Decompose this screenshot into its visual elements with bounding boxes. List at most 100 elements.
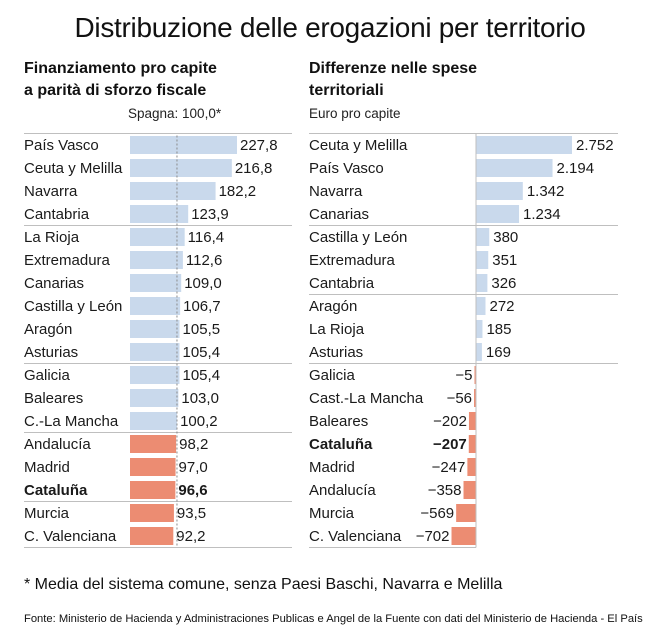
category-label: Cast.-La Mancha <box>309 390 424 407</box>
value-label: 105,4 <box>183 367 221 384</box>
source-note: Fonte: Ministerio de Hacienda y Administ… <box>24 613 643 625</box>
bar <box>130 205 189 223</box>
category-label: Murcia <box>309 505 355 522</box>
value-label: 2.194 <box>557 160 595 177</box>
value-label: 1.234 <box>523 206 561 223</box>
category-label: Ceuta y Melilla <box>24 160 123 177</box>
chart-title: Distribuzione delle erogazioni per terri… <box>74 12 586 43</box>
category-label: C. Valenciana <box>309 528 402 545</box>
bar <box>474 389 476 407</box>
right-panel-title-line-1: Differenze nelle spese <box>309 60 478 77</box>
value-label: 105,4 <box>183 344 221 361</box>
value-label: 351 <box>492 252 517 269</box>
right-panel-title: Differenze nelle spese territoriali <box>309 58 477 102</box>
value-label: 100,2 <box>180 413 218 430</box>
category-label: La Rioja <box>24 229 80 246</box>
value-label: −247 <box>432 459 466 476</box>
bar <box>476 274 488 292</box>
bar <box>476 297 486 315</box>
category-label: La Rioja <box>309 321 365 338</box>
category-label: C. Valenciana <box>24 528 117 545</box>
bar <box>130 458 176 476</box>
bar <box>130 527 174 545</box>
bar <box>463 481 476 499</box>
bar <box>130 412 178 430</box>
value-label: 103,0 <box>181 390 219 407</box>
category-label: Canarias <box>309 206 369 223</box>
bar <box>467 458 476 476</box>
value-label: 2.752 <box>576 137 614 154</box>
value-label: 96,6 <box>178 482 207 499</box>
right-bar-chart: 2.752 Ceuta y Melilla 2.194 País Vasco 1.342… <box>309 133 618 548</box>
bar <box>476 182 523 200</box>
bar <box>476 251 489 269</box>
value-label: 380 <box>493 229 518 246</box>
value-label: 97,0 <box>179 459 208 476</box>
bar <box>476 159 553 177</box>
value-label: 116,4 <box>188 229 224 246</box>
bar <box>130 481 176 499</box>
bar <box>456 504 476 522</box>
value-label: 227,8 <box>240 137 278 154</box>
value-label: 123,9 <box>191 206 229 223</box>
category-label: Asturias <box>309 344 363 361</box>
footnote: * Media del sistema comune, senza Paesi … <box>24 576 503 593</box>
category-label: C.-La Mancha <box>24 413 119 430</box>
left-bar-chart: País Vasco 227,8 Ceuta y Melilla 216,8 Navar… <box>24 133 292 548</box>
right-panel-title-line-2: territoriali <box>309 82 384 99</box>
value-label: −202 <box>433 413 467 430</box>
value-label: −569 <box>420 505 454 522</box>
value-label: 105,5 <box>183 321 221 338</box>
left-panel-title-line-2: a parità di sforzo fiscale <box>24 82 207 99</box>
category-label: Cantabria <box>24 206 90 223</box>
category-label: Galicia <box>309 367 356 384</box>
value-label: −207 <box>433 436 467 453</box>
category-label: Madrid <box>24 459 70 476</box>
category-label: Madrid <box>309 459 355 476</box>
value-label: 98,2 <box>179 436 208 453</box>
category-label: Andalucía <box>309 482 376 499</box>
value-label: 326 <box>491 275 516 292</box>
bar <box>130 435 177 453</box>
value-label: −358 <box>428 482 462 499</box>
bar <box>476 343 482 361</box>
category-label: Extremadura <box>24 252 111 269</box>
bar <box>130 343 180 361</box>
category-label: Andalucía <box>24 436 91 453</box>
value-label: 92,2 <box>176 528 205 545</box>
category-label: Asturias <box>24 344 78 361</box>
bar <box>468 412 476 430</box>
value-label: 1.342 <box>527 183 565 200</box>
category-label: Aragón <box>24 321 72 338</box>
category-label: Extremadura <box>309 252 396 269</box>
bar <box>130 136 237 154</box>
left-panel-title: Finanziamento pro capite a parità di sfo… <box>24 58 217 102</box>
bar <box>476 136 572 154</box>
bar <box>130 366 180 384</box>
category-label: Baleares <box>24 390 83 407</box>
bar <box>468 435 476 453</box>
bar <box>130 274 182 292</box>
bar <box>130 320 180 338</box>
bar <box>476 320 483 338</box>
bar <box>130 228 185 246</box>
category-label: Ceuta y Melilla <box>309 137 408 154</box>
bar <box>474 366 476 384</box>
bar <box>130 182 216 200</box>
value-label: −702 <box>416 528 450 545</box>
right-panel-note: Euro pro capite <box>309 106 401 121</box>
bar <box>130 159 232 177</box>
bar <box>451 527 476 545</box>
value-label: −5 <box>455 367 472 384</box>
value-label: −56 <box>447 390 472 407</box>
value-label: 169 <box>486 344 511 361</box>
category-label: Aragón <box>309 298 357 315</box>
category-label: Murcia <box>24 505 70 522</box>
bar <box>130 389 179 407</box>
category-label: Navarra <box>24 183 78 200</box>
category-label: Cataluña <box>309 436 373 453</box>
category-label: Canarias <box>24 275 84 292</box>
bar <box>130 251 183 269</box>
left-panel-note: Spagna: 100,0* <box>128 106 222 121</box>
bar <box>476 228 490 246</box>
